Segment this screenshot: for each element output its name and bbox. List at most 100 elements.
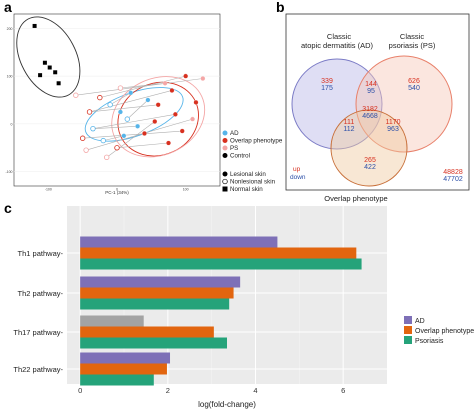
pca-legend-marker <box>222 171 228 177</box>
pca-point-overlap <box>97 94 103 101</box>
pca-point-ps <box>162 80 168 86</box>
pca-point-ad <box>100 137 106 144</box>
pca-legend-marker <box>222 178 228 185</box>
bar-category-labels: Th1 pathway- Th2 pathway- Th17 pathway- Th2… <box>13 249 63 374</box>
venn-legend-up: up <box>293 166 301 173</box>
bar-x-tick-labels: 0 2 4 6 <box>78 386 345 395</box>
bar-overlap-phenotype <box>80 326 214 338</box>
pca-point-ad <box>145 97 151 103</box>
panel-label-c: c <box>4 200 12 216</box>
pca-x-tick-label: 0 <box>116 188 118 192</box>
bar-overlap-phenotype <box>80 247 357 259</box>
pca-legend-label: Lesional skin <box>230 171 266 178</box>
venn-count-up: 265 <box>364 157 376 164</box>
pca-point-control <box>42 60 47 65</box>
bar-panel: Th1 pathway- Th2 pathway- Th17 pathway- Th2… <box>13 206 474 409</box>
pca-links <box>75 75 203 158</box>
pca-points <box>32 23 206 161</box>
pca-panel: 200 100 0 -100 -100 0 100 PC-1 (34%) ADOverlap… <box>5 13 283 195</box>
bar-psoriasis <box>80 298 230 310</box>
pca-x-axis-label: PC-1 (34%) <box>105 190 129 195</box>
pca-point-overlap <box>152 119 158 124</box>
bar-legend-label: AD <box>415 318 425 325</box>
bar-legend-label: Overlap phenotype <box>415 328 474 335</box>
bar-overlap-phenotype <box>80 363 167 375</box>
venn-label-ps-line1: Classic <box>400 32 424 41</box>
venn-label-ad-line2: atopic dermatitis (AD) <box>301 41 374 50</box>
bar-psoriasis <box>80 337 227 349</box>
bar-legend-swatch <box>404 336 412 344</box>
pca-point-ad <box>135 123 141 129</box>
pca-point-ad <box>107 102 113 108</box>
venn-label-overlap: Overlap phenotype <box>324 194 387 203</box>
pca-link-line <box>75 78 203 96</box>
pca-point-ad <box>117 109 123 115</box>
venn-count-up: 339 <box>321 78 333 85</box>
pca-point-overlap <box>79 135 86 141</box>
pca-legend-label: Overlap phenotype <box>230 138 283 145</box>
panel-label-a: a <box>4 0 12 15</box>
pca-ellipses <box>16 16 206 158</box>
venn-count-down: 540 <box>408 85 420 92</box>
pca-axes: 200 100 0 -100 -100 0 100 <box>5 27 220 192</box>
bar-overlap-phenotype <box>80 287 234 299</box>
pca-legend-label: Normal skin <box>230 186 263 193</box>
pca-point-ad <box>121 133 127 139</box>
pca-plot-frame <box>13 13 221 187</box>
bar-ad <box>80 315 144 327</box>
venn-label-ad-line1: Classic <box>327 32 351 41</box>
bar-x-tick-label: 6 <box>341 386 345 395</box>
pca-x-tick-label: -100 <box>45 188 52 192</box>
pca-link-line <box>86 118 193 151</box>
pca-point-ad <box>90 125 96 132</box>
bar-ad <box>80 352 171 364</box>
pca-point-overlap <box>86 109 93 115</box>
pca-point-control <box>32 23 37 28</box>
bar-category-label: Th17 pathway- <box>13 328 63 337</box>
pca-link-line <box>92 114 176 129</box>
pca-y-tick-label: 100 <box>7 75 13 79</box>
venn-legend-down: down <box>290 174 306 181</box>
pca-legend-label: PS <box>230 145 238 152</box>
bar-psoriasis <box>80 374 154 386</box>
pca-link-line <box>89 104 159 113</box>
pca-point-ps <box>103 154 110 161</box>
venn-count-up: 1170 <box>385 119 400 126</box>
pca-point-ps <box>73 92 79 98</box>
pca-legend-label: Nonlesional skin <box>230 179 276 186</box>
venn-count-up: 144 <box>365 81 377 88</box>
pca-legend-marker <box>222 130 228 136</box>
pca-link-line <box>103 135 124 141</box>
pca-x-tick-label: 100 <box>183 188 189 192</box>
venn-count-up: 3182 <box>362 106 378 113</box>
pca-link-line <box>120 82 166 89</box>
venn-circle-ps <box>355 55 453 153</box>
pca-link-line <box>127 99 149 120</box>
venn-circle-overlap <box>330 109 408 187</box>
pca-link-line <box>92 125 138 129</box>
pca-point-control <box>56 81 61 86</box>
pca-point-overlap <box>166 140 171 146</box>
venn-panel: Classic atopic dermatitis (AD) Classic p… <box>285 13 470 203</box>
bar-legend: AD Overlap phenotype Psoriasis <box>404 316 474 345</box>
bar-category-label: Th2 pathway- <box>18 289 64 298</box>
pca-point-ad <box>128 90 134 96</box>
bar-x-tick-label: 4 <box>253 386 257 395</box>
pca-ellipse-ad <box>84 87 184 142</box>
bar-category-label: Th22 pathway- <box>13 365 63 374</box>
pca-y-tick-label: 200 <box>7 27 13 31</box>
pca-ellipse-ps <box>111 76 206 158</box>
pca-link-line <box>116 142 169 149</box>
pca-y-tick-label: 0 <box>11 122 13 126</box>
bar-x-tick-label: 0 <box>78 386 82 395</box>
bar-x-tick-label: 2 <box>166 386 170 395</box>
bar-ad <box>80 236 278 248</box>
pca-point-overlap <box>193 99 199 105</box>
pca-point-ps <box>190 116 195 122</box>
pca-point-ps <box>117 85 124 91</box>
pca-point-control <box>47 65 52 70</box>
pca-link-line <box>99 75 186 98</box>
bar-legend-swatch <box>404 316 412 324</box>
